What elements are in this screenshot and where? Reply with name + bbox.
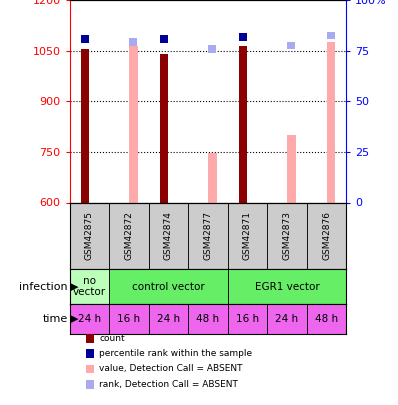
Bar [327,32,335,39]
Text: 16 h: 16 h [236,314,259,324]
Bar [109,202,149,269]
Bar [149,304,188,334]
Bar [160,54,168,202]
Text: 24 h: 24 h [78,314,101,324]
Bar [267,304,307,334]
Text: rank, Detection Call = ABSENT: rank, Detection Call = ABSENT [99,380,238,389]
Text: time: time [43,314,68,324]
Bar [70,269,109,304]
Bar [239,33,247,41]
Bar [81,49,90,202]
Text: 24 h: 24 h [275,314,298,324]
Text: 16 h: 16 h [117,314,140,324]
Text: EGR1 vector: EGR1 vector [255,281,319,292]
Bar [70,304,109,334]
Bar [267,202,307,269]
Bar [307,202,346,269]
Bar [239,46,248,202]
Bar [208,153,217,202]
Bar [81,35,89,43]
Bar [160,35,168,43]
Text: count: count [99,334,125,343]
Bar [109,304,149,334]
Text: GSM42871: GSM42871 [243,211,252,260]
Bar [307,304,346,334]
Text: control vector: control vector [132,281,205,292]
Text: ▶: ▶ [70,281,79,292]
Text: GSM42876: GSM42876 [322,211,331,260]
Bar [70,202,109,269]
Bar [129,38,137,46]
Bar [188,202,228,269]
Text: GSM42874: GSM42874 [164,211,173,260]
Text: GSM42875: GSM42875 [85,211,94,260]
Text: ▶: ▶ [70,314,79,324]
Text: GSM42877: GSM42877 [203,211,213,260]
Text: 48 h: 48 h [196,314,220,324]
Bar [287,42,295,49]
Text: GSM42872: GSM42872 [125,211,133,260]
Bar [129,46,138,202]
Text: infection: infection [19,281,68,292]
Bar [228,202,267,269]
Text: percentile rank within the sample: percentile rank within the sample [99,349,252,358]
Bar [326,42,335,202]
Text: value, Detection Call = ABSENT: value, Detection Call = ABSENT [99,364,243,373]
Bar [287,135,296,202]
Text: 48 h: 48 h [315,314,338,324]
Bar [208,45,216,53]
Bar [188,304,228,334]
Bar [109,269,228,304]
Text: no
vector: no vector [73,276,106,297]
Bar [228,269,346,304]
Bar [149,202,188,269]
Text: GSM42873: GSM42873 [283,211,291,260]
Text: 24 h: 24 h [157,314,180,324]
Bar [228,304,267,334]
